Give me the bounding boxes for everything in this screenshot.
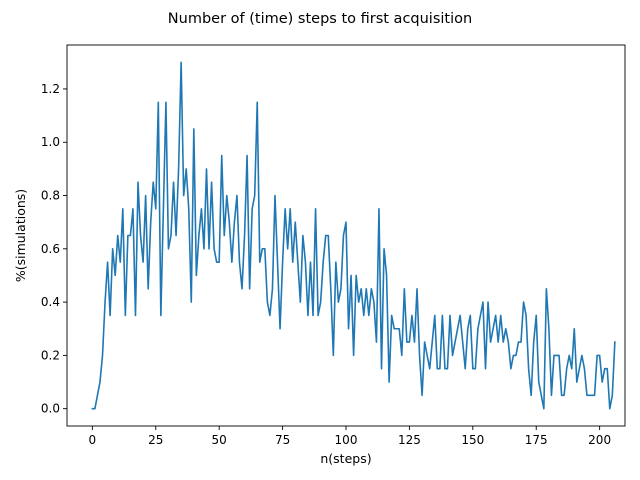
chart-title: Number of (time) steps to first acquisit… [168, 11, 472, 27]
y-axis-ticks: 0.0 0.2 0.4 0.6 0.8 1.0 1.2 [41, 82, 67, 416]
x-axis-ticks: 0 25 50 75 100 125 150 175 200 [89, 426, 611, 447]
y-tick-label: 0.0 [41, 402, 60, 416]
x-tick-label: 150 [461, 433, 484, 447]
x-tick-label: 100 [335, 433, 358, 447]
y-tick-label: 0.8 [41, 189, 60, 203]
y-tick-label: 1.2 [41, 82, 60, 96]
series-line [91, 61, 616, 410]
x-tick-label: 125 [398, 433, 421, 447]
x-axis-label: n(steps) [320, 451, 371, 466]
y-axis-label: %(simulations) [13, 189, 28, 282]
axes-frame [66, 44, 626, 427]
y-tick-label: 1.0 [41, 135, 60, 149]
y-tick-label: 0.6 [41, 242, 60, 256]
x-tick-label: 0 [89, 433, 97, 447]
x-tick-label: 25 [148, 433, 163, 447]
x-tick-label: 200 [588, 433, 611, 447]
x-tick-label: 75 [275, 433, 290, 447]
y-tick-label: 0.4 [41, 295, 60, 309]
x-tick-label: 50 [212, 433, 227, 447]
x-tick-label: 175 [525, 433, 548, 447]
plot-area [91, 61, 616, 410]
y-tick-label: 0.2 [41, 348, 60, 362]
